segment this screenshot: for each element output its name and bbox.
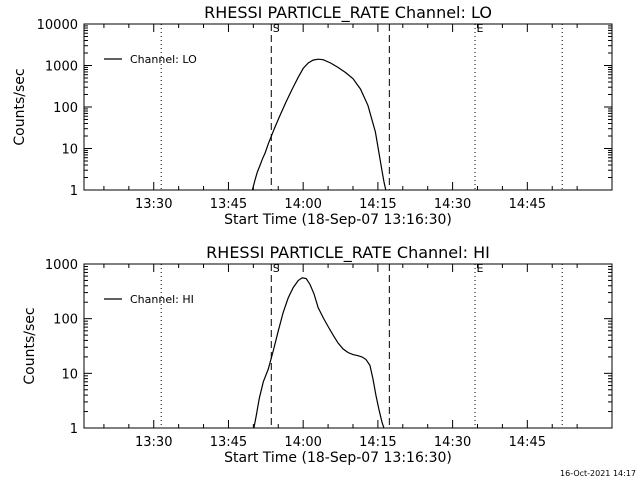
y-tick-label: 1000	[45, 258, 78, 273]
y-tick-label: 100	[53, 313, 78, 328]
chart-panel-hi: RHESSI PARTICLE_RATE Channel: HI 1 10 100 10…	[22, 243, 613, 466]
y-axis-label: Counts/sec	[12, 68, 28, 145]
x-tick-label: 14:30	[434, 197, 471, 212]
event-marker-label: E	[477, 22, 484, 35]
y-tick-label: 100	[53, 101, 78, 116]
x-tick-label: 14:00	[284, 197, 321, 212]
event-marker-label: S	[273, 22, 280, 35]
footer-timestamp: 16-Oct-2021 14:17	[560, 469, 636, 478]
x-tick-label: 13:45	[210, 435, 247, 450]
legend-label: Channel: LO	[130, 53, 197, 66]
x-tick-label: 14:15	[359, 435, 396, 450]
y-tick-label: 10000	[37, 18, 78, 33]
x-tick-label: 13:30	[135, 197, 172, 212]
y-tick-label: 1	[70, 422, 78, 437]
y-tick-label: 1000	[45, 60, 78, 75]
y-tick-label: 10	[61, 143, 78, 158]
x-tick-label: 14:45	[509, 197, 546, 212]
x-axis-label: Start Time (18-Sep-07 13:16:30)	[224, 212, 452, 228]
chart-title: RHESSI PARTICLE_RATE Channel: HI	[206, 243, 490, 263]
series-line-hi	[253, 277, 385, 429]
x-tick-label: 14:15	[359, 197, 396, 212]
y-tick-label: 10	[61, 367, 78, 382]
event-marker-label: S	[273, 262, 280, 275]
x-tick-label: 14:00	[284, 435, 321, 450]
series-line-lo	[251, 58, 387, 191]
event-marker-label: E	[477, 262, 484, 275]
plot-frame	[83, 23, 613, 191]
chart-title: RHESSI PARTICLE_RATE Channel: LO	[204, 3, 492, 23]
legend-label: Channel: HI	[130, 293, 194, 306]
plot-frame	[83, 263, 613, 429]
y-tick-label: 1	[70, 184, 78, 199]
y-axis-label: Counts/sec	[22, 307, 38, 384]
x-tick-label: 14:45	[509, 435, 546, 450]
x-axis-label: Start Time (18-Sep-07 13:16:30)	[224, 450, 452, 466]
x-tick-label: 14:30	[434, 435, 471, 450]
x-tick-label: 13:30	[135, 435, 172, 450]
chart-panel-lo: RHESSI PARTICLE_RATE Channel: LO 1 10 100 10…	[12, 3, 613, 228]
x-tick-label: 13:45	[210, 197, 247, 212]
